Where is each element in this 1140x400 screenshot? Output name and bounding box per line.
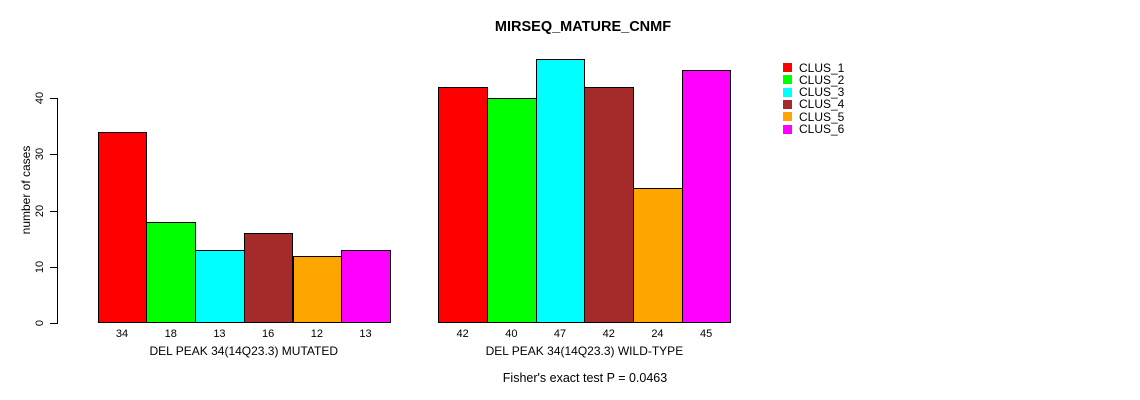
bar-value-label: 47 bbox=[553, 328, 567, 340]
y-axis-title: number of cases bbox=[19, 145, 33, 235]
group-label: DEL PEAK 34(14Q23.3) MUTATED bbox=[149, 344, 339, 358]
legend-label: CLUS_5 bbox=[799, 109, 845, 124]
bar-clus_5-group2 bbox=[633, 188, 683, 323]
bar-clus_3-group2 bbox=[535, 58, 586, 323]
bar-value-label: 42 bbox=[602, 328, 615, 340]
legend-swatch-clus_2 bbox=[783, 75, 792, 85]
bar-value-label: 13 bbox=[359, 328, 372, 340]
legend-swatch-clus_6 bbox=[783, 124, 792, 134]
legend-label: CLUS_2 bbox=[799, 72, 845, 87]
y-axis-tick bbox=[50, 266, 57, 268]
legend-item: CLUS_6 bbox=[783, 123, 844, 135]
legend-label: CLUS_4 bbox=[799, 97, 845, 112]
y-axis-tick bbox=[50, 210, 57, 212]
fisher-test-annotation: Fisher's exact test P = 0.0463 bbox=[502, 371, 668, 385]
legend-swatch-clus_1 bbox=[783, 63, 792, 72]
y-axis-tick bbox=[50, 98, 57, 100]
y-axis-tick bbox=[50, 323, 57, 324]
legend-swatch-clus_4 bbox=[783, 99, 792, 109]
y-axis-tick-label: 10 bbox=[34, 260, 46, 273]
legend-label: CLUS_3 bbox=[799, 85, 845, 100]
bar-value-label: 42 bbox=[456, 328, 469, 340]
bar-value-label: 45 bbox=[700, 328, 713, 340]
bar-value-label: 13 bbox=[213, 328, 226, 340]
bar-value-label: 34 bbox=[115, 328, 129, 340]
legend-swatch-clus_3 bbox=[783, 87, 792, 97]
bar-clus_1-group1 bbox=[97, 131, 148, 323]
bar-clus_5-group1 bbox=[292, 255, 343, 323]
bar-value-label: 40 bbox=[505, 328, 518, 340]
bar-clus_1-group2 bbox=[438, 86, 488, 323]
bar-clus_6-group2 bbox=[681, 70, 732, 323]
legend-item: CLUS_5 bbox=[783, 111, 844, 123]
y-axis-tick-label: 40 bbox=[34, 92, 46, 105]
legend-item: CLUS_2 bbox=[783, 74, 844, 86]
bar-value-label: 16 bbox=[262, 328, 275, 340]
legend-label: CLUS_6 bbox=[799, 122, 845, 136]
legend-item: CLUS_3 bbox=[783, 86, 844, 98]
chart-title: MIRSEQ_MATURE_CNMF bbox=[494, 19, 672, 35]
bar-clus_3-group1 bbox=[195, 249, 245, 323]
bar-value-label: 18 bbox=[164, 328, 177, 340]
legend-item: CLUS_4 bbox=[783, 98, 844, 110]
bar-clus_4-group1 bbox=[243, 233, 294, 323]
y-axis-tick bbox=[50, 154, 57, 156]
bar-clus_4-group2 bbox=[584, 86, 635, 323]
y-axis-tick-label: 0 bbox=[34, 319, 46, 327]
bar-clus_2-group2 bbox=[487, 98, 537, 323]
bar-value-label: 12 bbox=[310, 328, 323, 340]
bar-clus_2-group1 bbox=[146, 221, 197, 323]
bar-value-label: 24 bbox=[651, 328, 664, 340]
y-axis-line bbox=[57, 98, 58, 324]
y-axis-tick-label: 20 bbox=[34, 204, 46, 217]
legend-item: CLUS_1 bbox=[783, 62, 844, 74]
legend-swatch-clus_5 bbox=[783, 112, 792, 122]
legend-label: CLUS_1 bbox=[799, 60, 845, 75]
y-axis-tick-label: 30 bbox=[34, 148, 46, 161]
bar-clus_6-group1 bbox=[341, 249, 391, 323]
group-label: DEL PEAK 34(14Q23.3) WILD-TYPE bbox=[485, 344, 684, 358]
